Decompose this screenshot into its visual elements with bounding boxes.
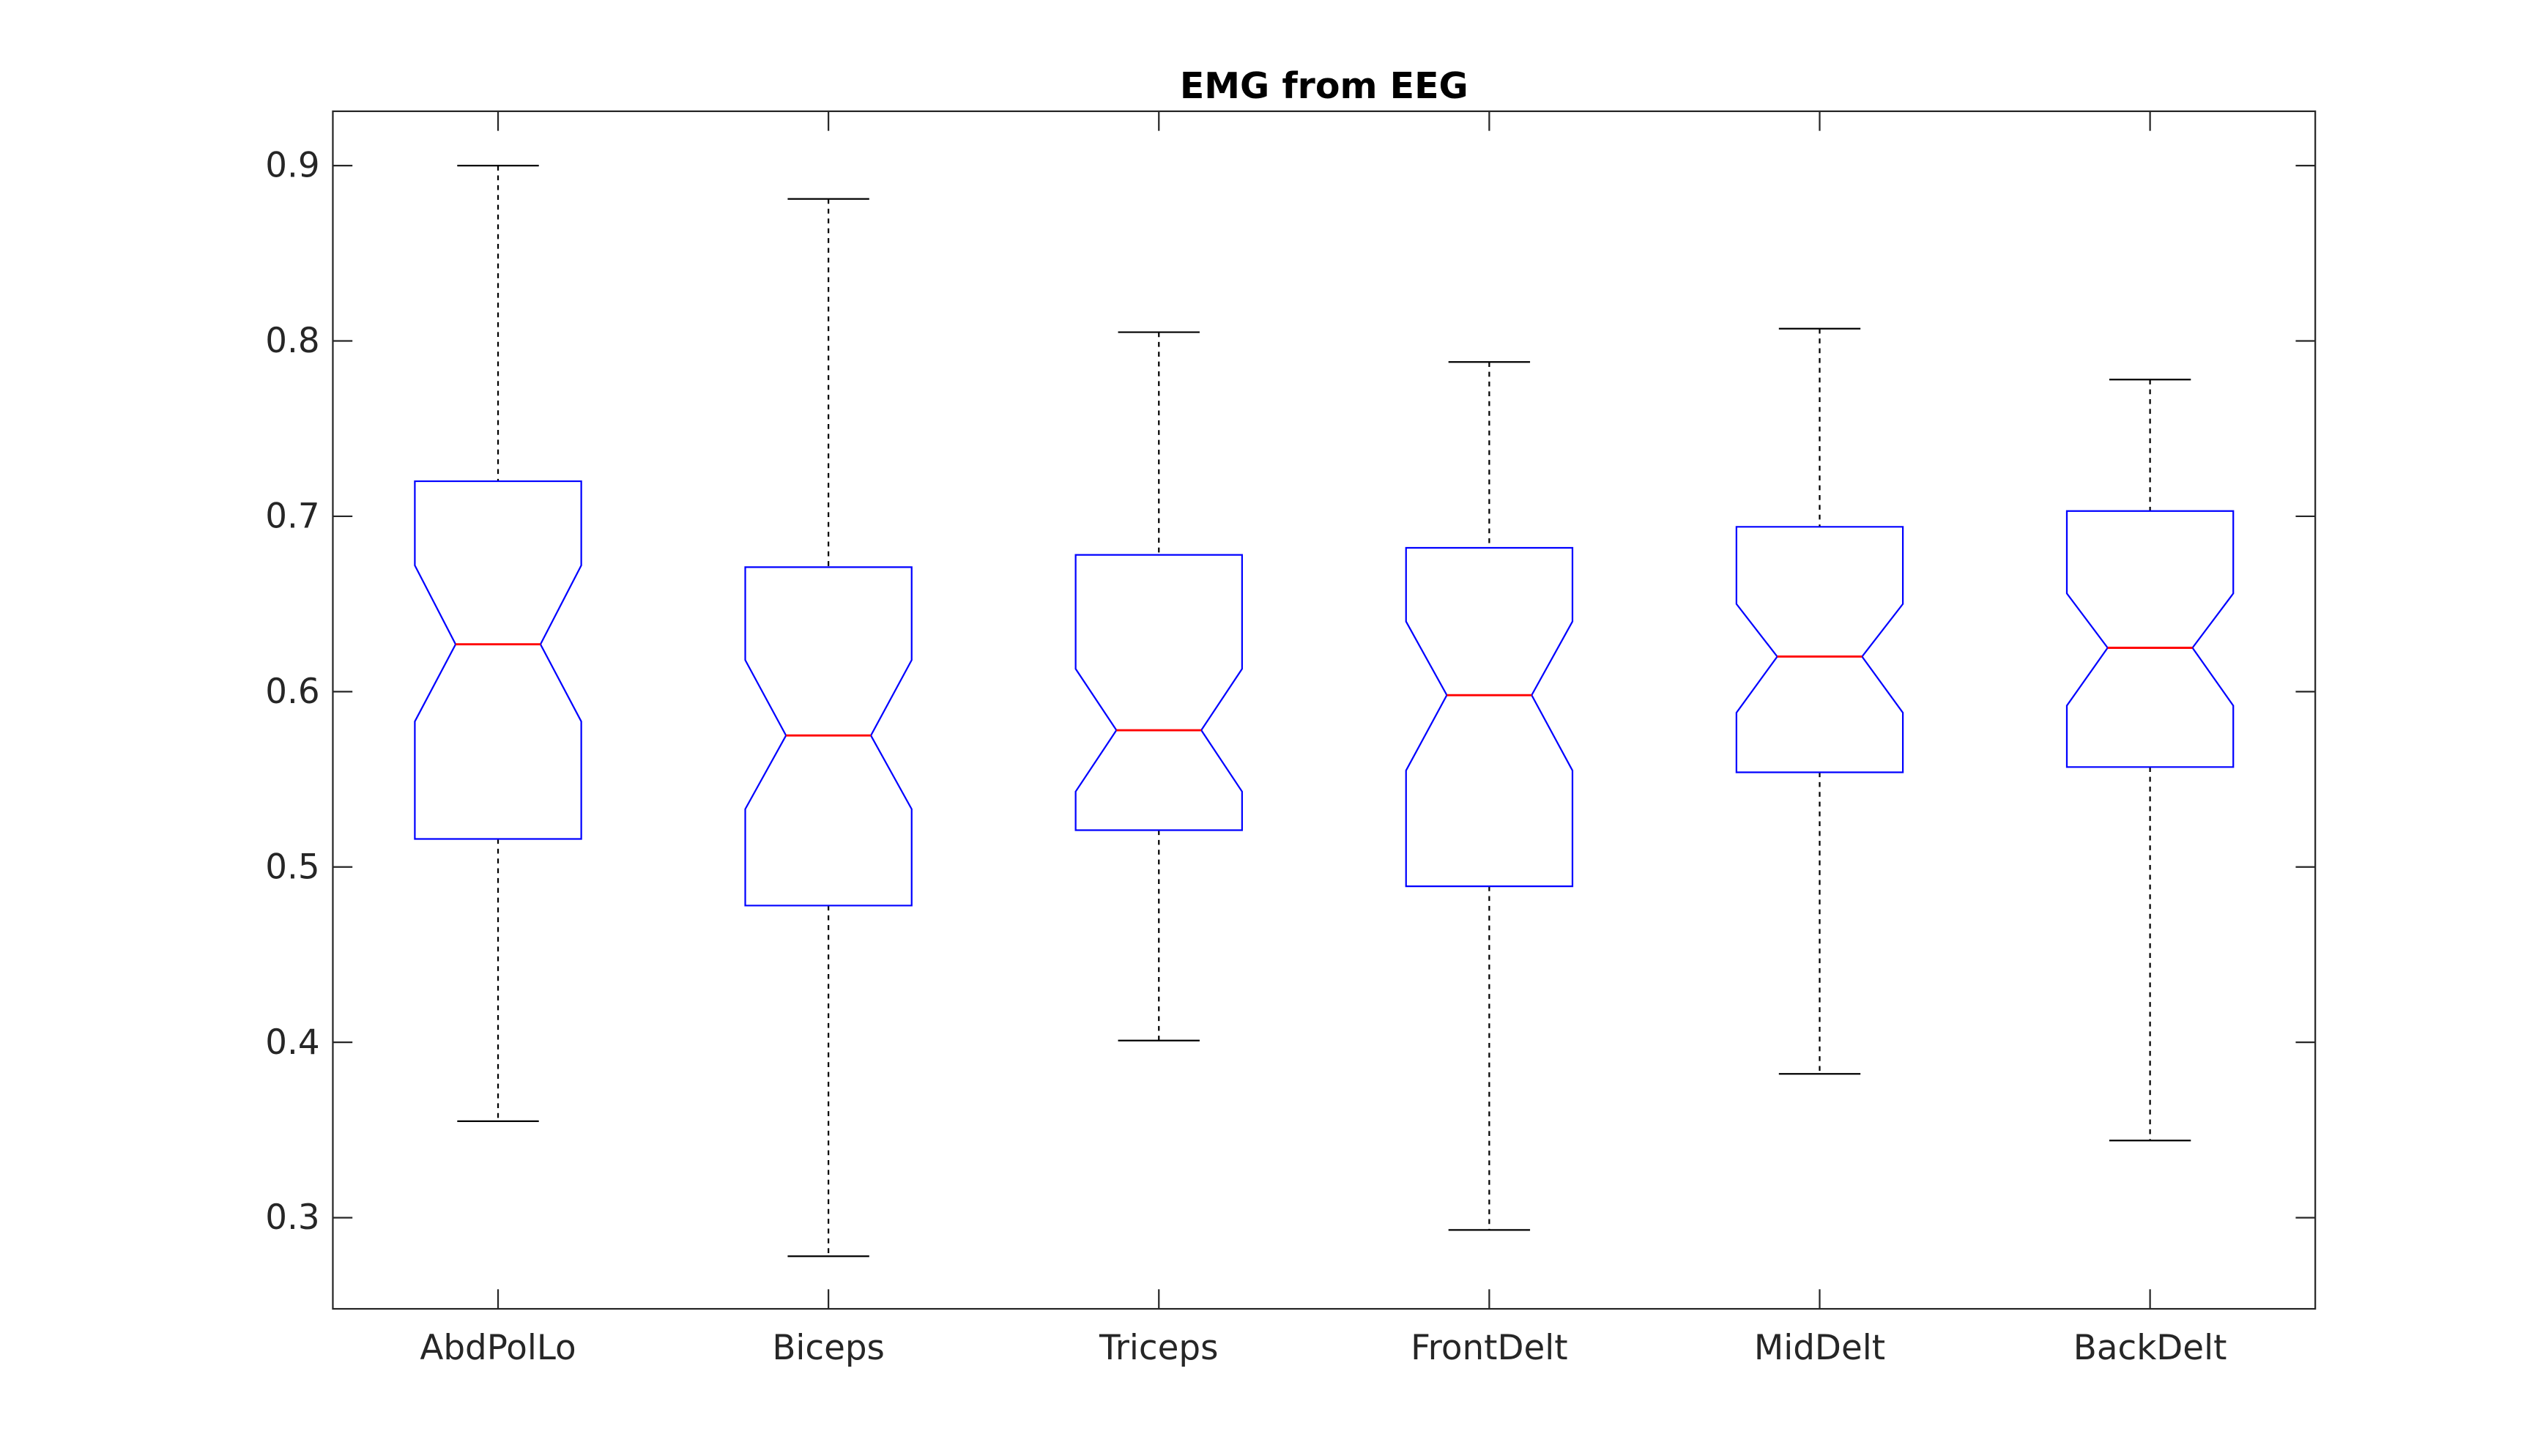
y-tick-label: 0.4	[265, 1023, 319, 1063]
notched-box	[744, 566, 913, 907]
notched-box	[1074, 554, 1243, 831]
box-MidDelt	[1735, 327, 1904, 1075]
x-tick-label: FrontDelt	[1411, 1329, 1567, 1368]
axes-box	[332, 110, 2317, 1310]
y-tick-label: 0.9	[265, 146, 319, 186]
box-BackDelt	[2065, 379, 2235, 1142]
x-tick-label: AbdPolLo	[420, 1329, 576, 1368]
box-FrontDelt	[1405, 361, 1574, 1231]
notched-box	[1405, 546, 1574, 888]
boxes	[414, 165, 2235, 1258]
notched-box	[414, 480, 582, 840]
box-Biceps	[744, 198, 913, 1258]
y-tick-label: 0.8	[265, 322, 319, 361]
box-Triceps	[1074, 331, 1243, 1041]
x-axis-ticks: AbdPolLo Biceps Triceps FrontDelt MidDelt Bac…	[420, 111, 2227, 1368]
axes	[332, 110, 2317, 1310]
box-AbdPolLo	[414, 165, 582, 1123]
notched-box	[2065, 510, 2235, 768]
x-tick-label: Triceps	[1099, 1329, 1218, 1368]
x-tick-label: BackDelt	[2073, 1329, 2227, 1368]
y-tick-label: 0.7	[265, 497, 319, 537]
y-tick-label: 0.5	[265, 847, 319, 887]
x-tick-label: Biceps	[772, 1329, 885, 1368]
notched-box	[1735, 526, 1904, 773]
x-tick-label: MidDelt	[1754, 1329, 1885, 1368]
y-tick-label: 0.6	[265, 672, 319, 712]
y-tick-label: 0.3	[265, 1198, 319, 1238]
y-axis-ticks: 0.3 0.4 0.5 0.6 0.7 0.8 0.9	[265, 146, 2316, 1238]
chart-title: EMG from EEG	[1180, 65, 1468, 107]
